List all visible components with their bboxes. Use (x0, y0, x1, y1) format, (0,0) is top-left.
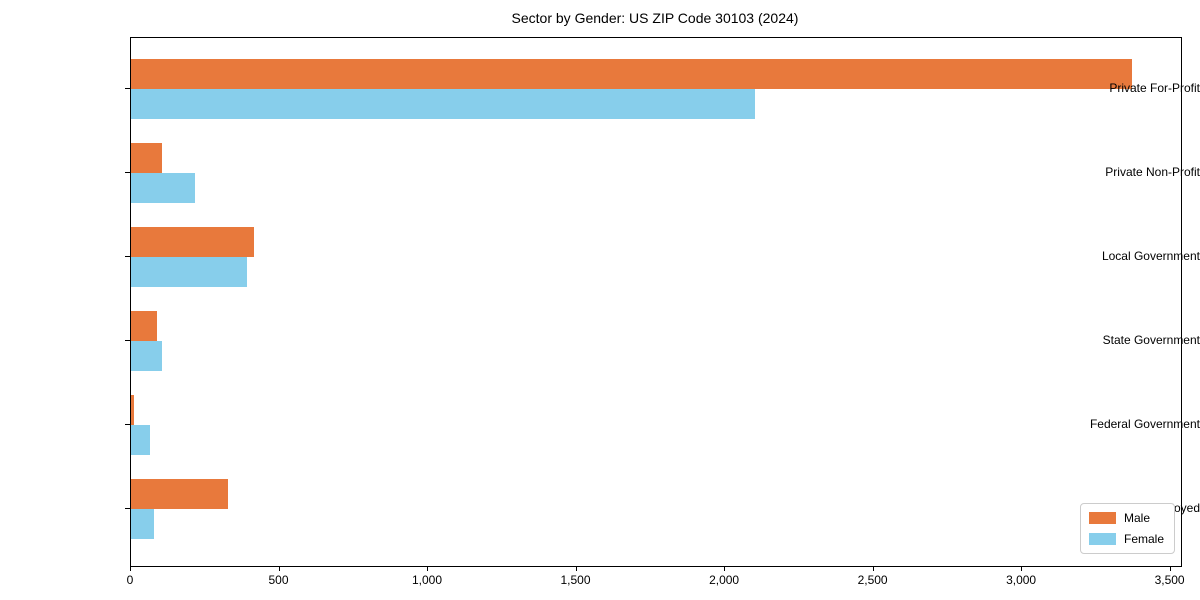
xtick-label-2500: 2,500 (857, 573, 888, 587)
legend-item-female: Female (1088, 532, 1164, 546)
xtick-label-1500: 1,500 (560, 573, 591, 587)
bar-male-federal-government (131, 395, 134, 425)
legend-item-male: Male (1088, 511, 1164, 525)
plot-area: Male Female (130, 37, 1182, 567)
legend: Male Female (1079, 503, 1175, 554)
legend-label-female: Female (1123, 532, 1164, 546)
xtick-label-3500: 3,500 (1154, 573, 1185, 587)
xtick-label-2000: 2,000 (709, 573, 740, 587)
legend-swatch-female (1088, 533, 1116, 545)
bar-male-self-employed (131, 479, 228, 509)
bar-female-private-for-profit (131, 89, 755, 119)
ytick-label-private-non-profit: Private Non-Profit (1105, 165, 1200, 179)
ytick-label-federal-government: Federal Government (1089, 417, 1200, 431)
ytick-label-private-for-profit: Private For-Profit (1109, 81, 1200, 95)
xtick-mark (724, 566, 726, 571)
chart-title: Sector by Gender: US ZIP Code 30103 (202… (511, 10, 799, 26)
ytick-mark (125, 88, 130, 89)
legend-swatch-male (1088, 512, 1116, 524)
bar-male-local-government (131, 227, 255, 257)
xtick-mark (872, 566, 874, 571)
ytick-label-state-government: State Government (1102, 333, 1200, 347)
bar-male-state-government (131, 311, 158, 341)
ytick-mark (125, 340, 130, 341)
xtick-mark (427, 566, 428, 571)
ytick-mark (125, 508, 130, 509)
legend-label-male: Male (1123, 511, 1150, 525)
xtick-mark (1169, 566, 1171, 571)
xtick-mark (130, 566, 131, 571)
bar-female-private-non-profit (131, 173, 195, 203)
bar-female-federal-government (131, 425, 150, 455)
xtick-label-500: 500 (268, 573, 289, 587)
xtick-mark (575, 566, 577, 571)
bar-male-private-non-profit (131, 143, 163, 173)
bar-male-private-for-profit (131, 59, 1132, 89)
xtick-label-1000: 1,000 (411, 573, 443, 587)
bar-female-state-government (131, 341, 162, 371)
xtick-mark (1021, 566, 1023, 571)
xtick-mark (278, 566, 280, 571)
xtick-label-3000: 3,000 (1006, 573, 1037, 587)
xtick-label-0: 0 (126, 573, 134, 587)
bar-female-self-employed (131, 509, 155, 539)
ytick-mark (125, 424, 130, 425)
ytick-label-local-government: Local Government (1101, 249, 1200, 263)
ytick-mark (125, 256, 130, 257)
bar-female-local-government (131, 257, 247, 287)
ytick-mark (125, 172, 130, 173)
